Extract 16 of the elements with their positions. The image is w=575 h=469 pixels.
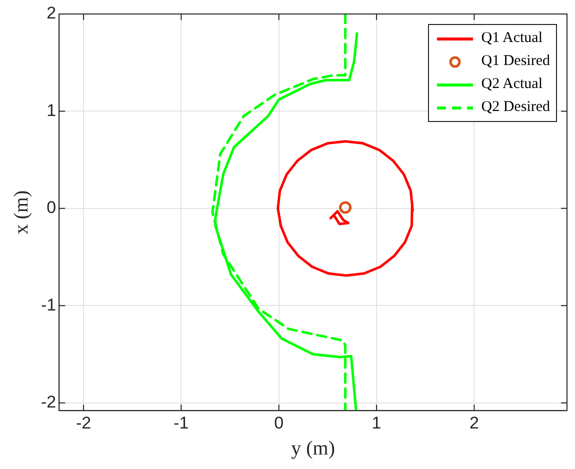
x-tick-label: 2: [469, 413, 479, 432]
x-tick-label: 1: [372, 413, 382, 432]
x-tick-label: 0: [274, 413, 284, 432]
legend-label: Q2 Actual: [481, 76, 543, 93]
y-axis-title: x (m): [10, 190, 32, 234]
y-tick-label: 0: [46, 198, 56, 218]
y-tick-label: 2: [46, 4, 56, 23]
legend-label: Q2 Desired: [481, 99, 550, 116]
y-tick-label: -2: [40, 392, 56, 412]
y-tick-label: 1: [46, 100, 56, 120]
x-tick-label: -2: [76, 413, 92, 432]
x-axis-title: y (m): [291, 437, 336, 460]
y-tick-label: -1: [40, 295, 56, 314]
legend-label: Q1 Actual: [481, 30, 543, 47]
legend-label: Q1 Desired: [481, 53, 550, 70]
x-tick-label: -1: [174, 413, 189, 432]
